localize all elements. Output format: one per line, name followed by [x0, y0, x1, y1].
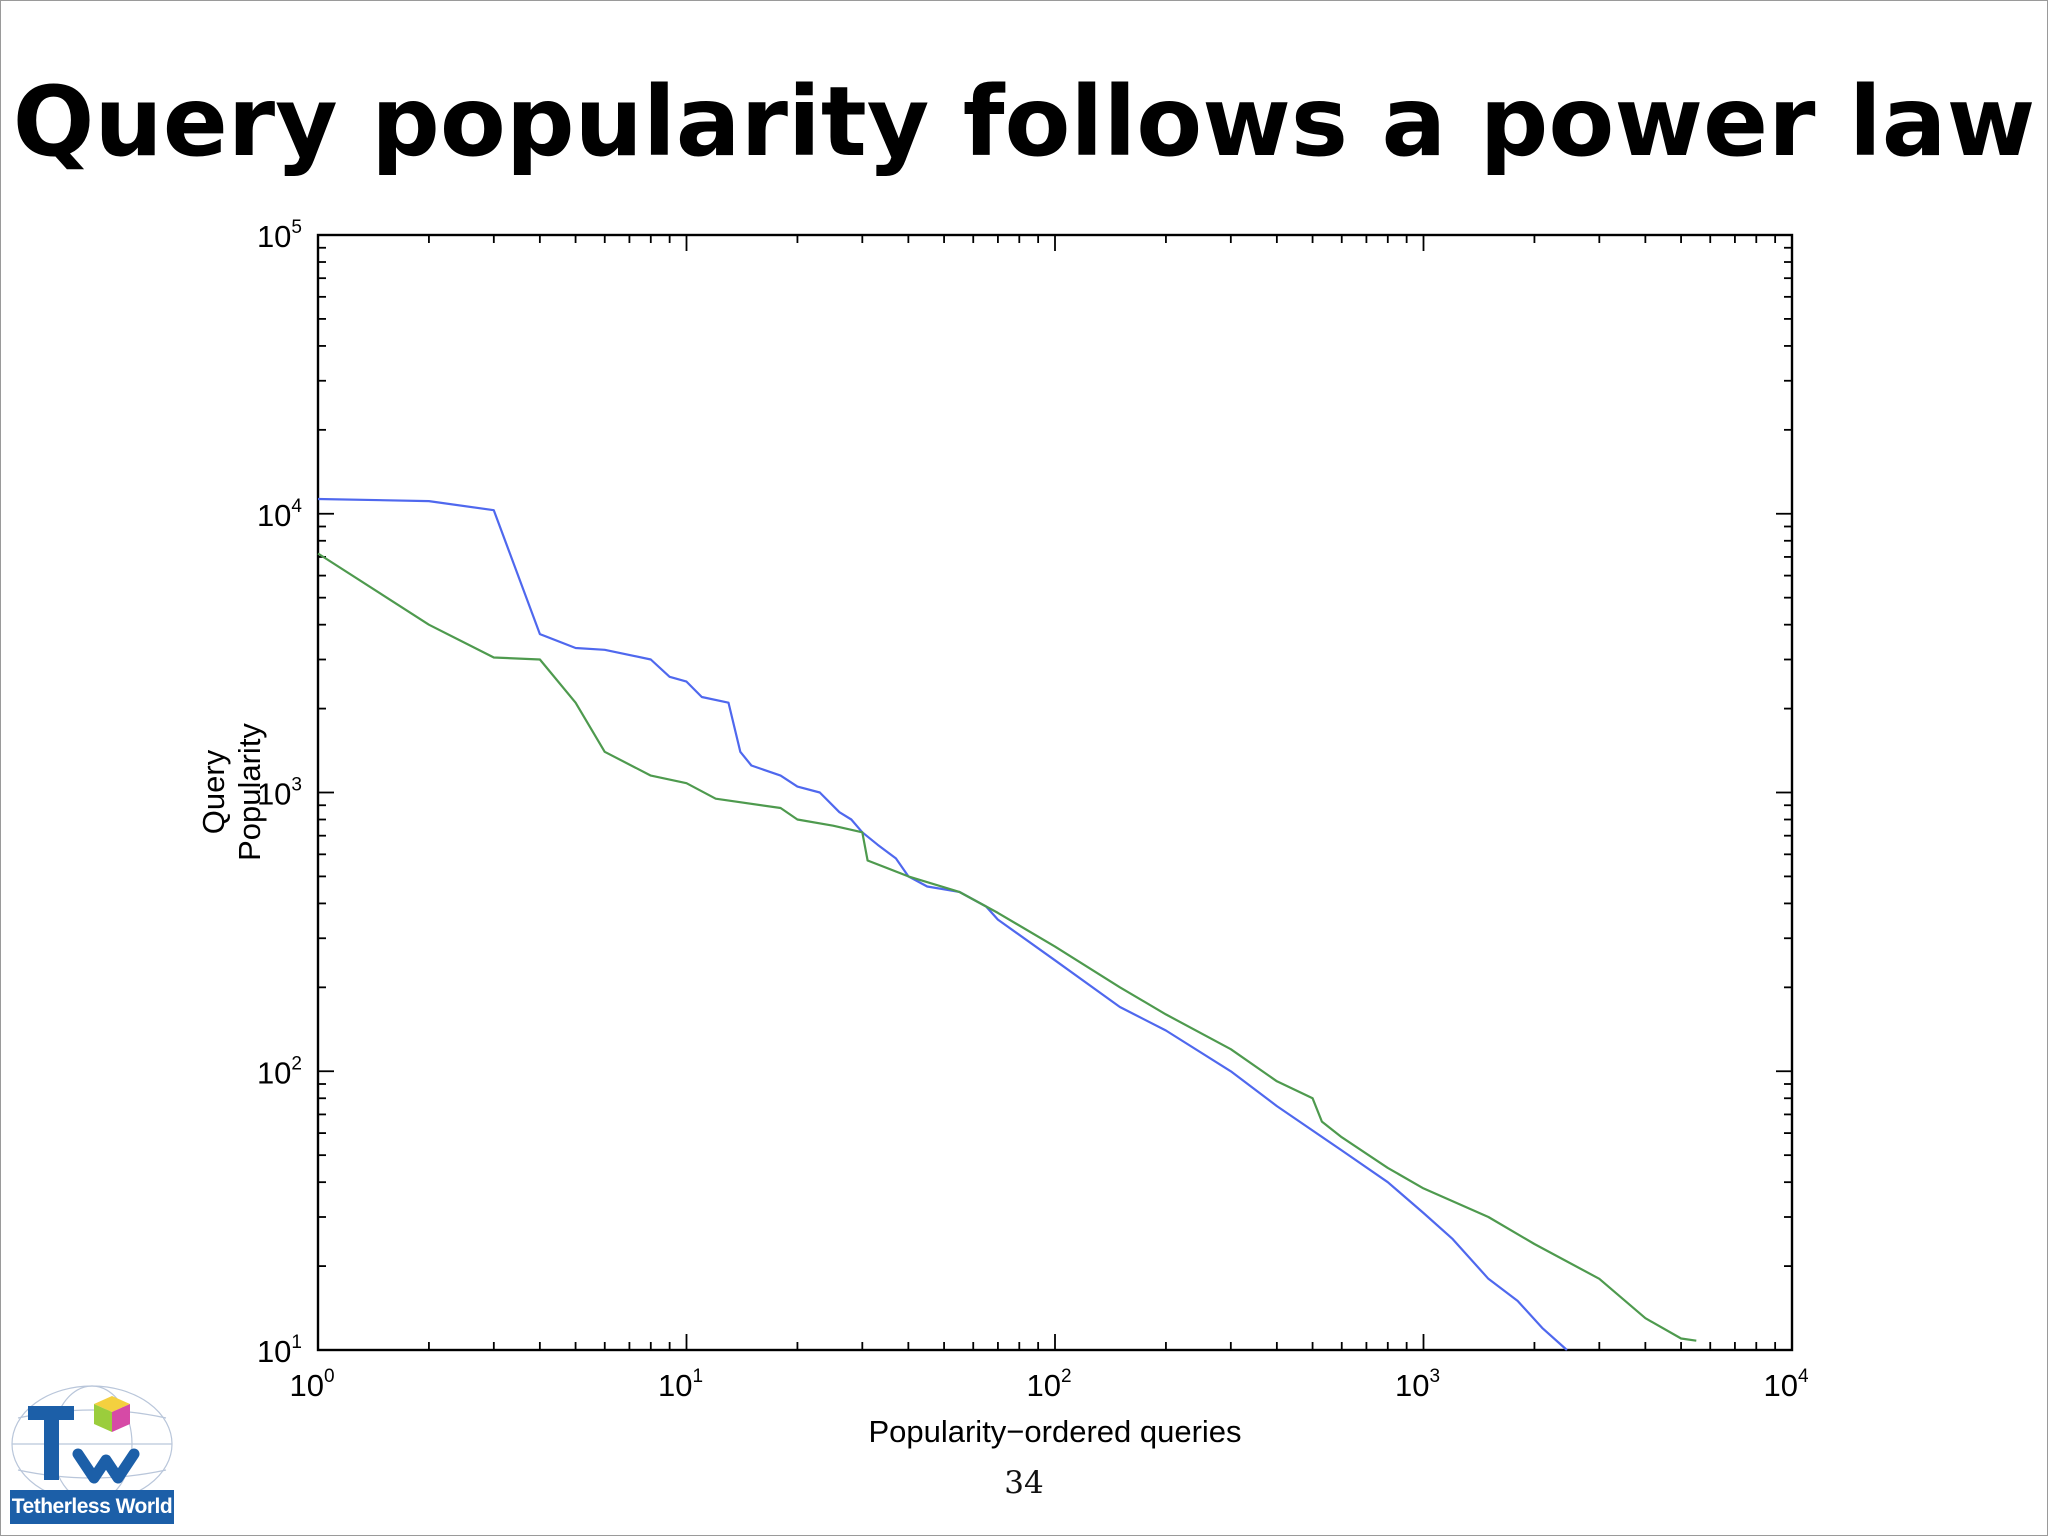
series-line-1	[317, 497, 1568, 1351]
logo-caption: Tetherless World	[10, 1490, 174, 1524]
x-tick-label: 103	[1395, 1366, 1440, 1403]
x-tick-label: 102	[1026, 1366, 1071, 1403]
series-layer	[317, 497, 1697, 1351]
y-tick-label: 105	[257, 217, 302, 254]
slide-title: Query popularity follows a power law	[12, 66, 2036, 178]
x-tick-label: 104	[1763, 1366, 1808, 1403]
x-axis-label: Popularity−ordered queries	[868, 1414, 1241, 1449]
x-tick-label: 101	[658, 1366, 703, 1403]
y-tick-label: 102	[257, 1053, 302, 1090]
tetherless-world-logo	[11, 1385, 173, 1503]
y-axis-label-line: Popularity	[232, 723, 267, 861]
y-axis-label: Query Popularity	[196, 723, 267, 861]
y-tick-label: 104	[257, 496, 302, 533]
axes	[316, 233, 1794, 1352]
y-tick-label: 101	[257, 1332, 302, 1369]
plot-frame	[316, 233, 1794, 1352]
x-tick-label: 100	[289, 1366, 334, 1403]
page-number: 34	[1004, 1465, 1044, 1501]
series-line-2	[317, 552, 1697, 1342]
y-tick-label: 103	[257, 775, 302, 812]
y-axis-label-line: Query	[196, 749, 231, 834]
